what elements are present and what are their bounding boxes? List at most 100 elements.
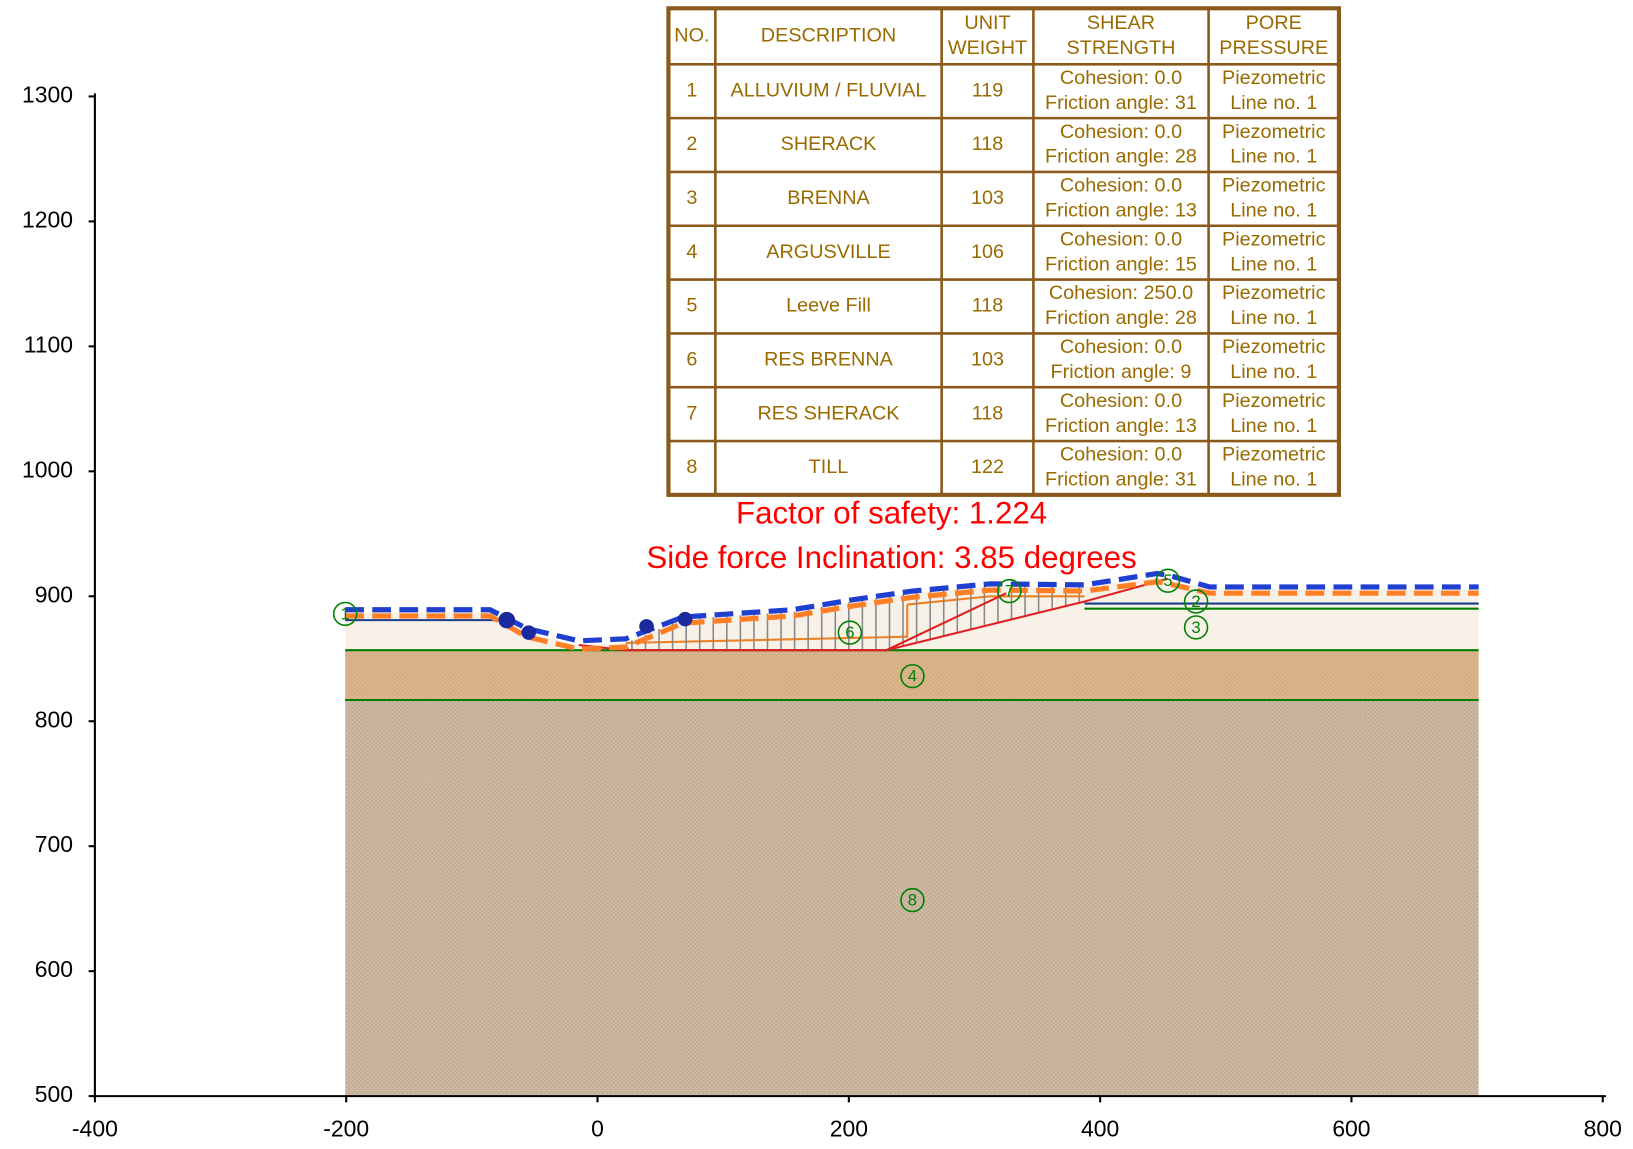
table-cell: 106 [971, 241, 1004, 263]
table-cell: PRESSURE [1219, 37, 1328, 59]
table-cell: Cohesion: 0.0 [1060, 390, 1182, 412]
x-tick-label: -200 [323, 1115, 369, 1141]
table-cell: Line no. 1 [1230, 307, 1317, 329]
table-cell: Friction angle: 28 [1045, 146, 1197, 168]
table-cell: NO. [674, 25, 709, 47]
x-tick-label: 0 [591, 1115, 604, 1141]
y-tick-label: 1100 [24, 331, 73, 357]
table-cell: TILL [809, 456, 849, 478]
load-point [639, 619, 654, 634]
table-cell: 118 [972, 402, 1004, 424]
table-cell: 1 [686, 79, 697, 101]
table-cell: Piezometric [1222, 67, 1326, 89]
table-cell: 2 [686, 133, 697, 155]
argusville-layer [345, 650, 1479, 700]
region-marker [997, 578, 1022, 604]
table-cell: Line no. 1 [1230, 253, 1317, 275]
surface-orange [345, 579, 1479, 652]
region-marker [837, 620, 863, 645]
table-cell: Friction angle: 9 [1051, 361, 1192, 383]
table-cell: Line no. 1 [1230, 361, 1317, 383]
table-cell: Cohesion: 0.0 [1060, 228, 1182, 250]
region-marker [900, 663, 925, 689]
y-tick-label: 1000 [22, 456, 73, 482]
factor-of-safety: Factor of safety: 1.224 [736, 496, 1047, 531]
table-cell: Line no. 1 [1230, 469, 1317, 491]
load-point [677, 611, 693, 627]
table-cell: Friction angle: 13 [1045, 415, 1197, 437]
table-cell: Cohesion: 0.0 [1060, 175, 1182, 197]
y-tick-label: 1300 [22, 82, 73, 108]
table-cell: UNIT [964, 12, 1010, 34]
table-cell: STRENGTH [1067, 37, 1176, 59]
region-label: 2 [1191, 592, 1200, 611]
table-cell: 7 [686, 402, 697, 424]
region-label: 6 [845, 623, 854, 642]
till-layer [345, 699, 1479, 1097]
table-cell: Friction angle: 13 [1045, 200, 1197, 222]
material-table: NO. DESCRIPTION UNIT WEIGHT SHEAR STRENGTH POR… [666, 6, 1342, 497]
table-cell: 118 [972, 295, 1004, 317]
table-cell: Line no. 1 [1230, 92, 1317, 114]
load-point [498, 611, 516, 629]
table-cell: Line no. 1 [1230, 415, 1317, 437]
region-label: 7 [1005, 582, 1014, 601]
region-marker [1183, 589, 1209, 614]
x-tick-label: 200 [830, 1115, 868, 1141]
table-cell: 8 [686, 456, 697, 478]
table-cell: Cohesion: 250.0 [1049, 282, 1193, 304]
table-cell: Line no. 1 [1230, 146, 1317, 168]
table-cell: Friction angle: 15 [1045, 253, 1197, 275]
table-cell: 103 [971, 187, 1004, 209]
soil-profile [345, 570, 1479, 1097]
upper-layer [345, 577, 1479, 651]
region-label: 5 [1163, 571, 1172, 590]
table-cell: Cohesion: 0.0 [1060, 444, 1182, 466]
table-cell: ALLUVIUM / FLUVIAL [731, 79, 927, 101]
table-cell: 5 [686, 295, 697, 317]
table-cell: Leeve Fill [786, 295, 871, 317]
table-cell: Piezometric [1222, 228, 1326, 250]
table-cell: RES SHERACK [758, 402, 900, 424]
table-bg [666, 6, 1342, 497]
y-tick-label: 1200 [22, 206, 73, 232]
table-cell: Piezometric [1222, 336, 1326, 358]
table-cell: 4 [686, 241, 697, 263]
region-label: 3 [1191, 618, 1200, 637]
region-marker [1155, 568, 1181, 593]
region-marker [1183, 615, 1209, 640]
y-tick-label: 700 [35, 831, 73, 857]
table-cell: SHERACK [781, 133, 877, 155]
y-tick-label: 500 [35, 1081, 73, 1107]
x-tick-label: 400 [1081, 1115, 1119, 1141]
slices [631, 585, 1081, 651]
x-tick-label: -400 [72, 1115, 118, 1141]
table-cell: Friction angle: 31 [1045, 92, 1197, 114]
region-label: 1 [341, 604, 350, 623]
x-tick-label: 600 [1332, 1115, 1370, 1141]
res-brenna-boundary [625, 604, 909, 644]
table-cell: Piezometric [1222, 444, 1326, 466]
table-cell: 103 [971, 349, 1004, 371]
table-cell: Friction angle: 31 [1045, 469, 1197, 491]
region-marker [900, 887, 925, 913]
region-marker [332, 601, 358, 627]
load-point [521, 625, 536, 640]
table-cell: Cohesion: 0.0 [1060, 336, 1182, 358]
table-cell: Cohesion: 0.0 [1060, 67, 1182, 89]
table-cell: Piezometric [1222, 282, 1326, 304]
table-cell: Piezometric [1222, 121, 1326, 143]
y-tick-label: 800 [35, 706, 73, 732]
side-force: Side force Inclination: 3.85 degrees [646, 540, 1136, 575]
table-cell: PORE [1246, 12, 1302, 34]
table-cell: 6 [686, 349, 697, 371]
table-cell: Piezometric [1222, 390, 1326, 412]
fill-boundary [907, 595, 1085, 606]
table-cell: 122 [971, 456, 1004, 478]
table-cell: Cohesion: 0.0 [1060, 121, 1182, 143]
table-cell: Friction angle: 28 [1045, 307, 1197, 329]
table-cell: RES BRENNA [764, 349, 894, 371]
failure-surface [885, 592, 1007, 652]
table-cell: 119 [972, 79, 1004, 101]
